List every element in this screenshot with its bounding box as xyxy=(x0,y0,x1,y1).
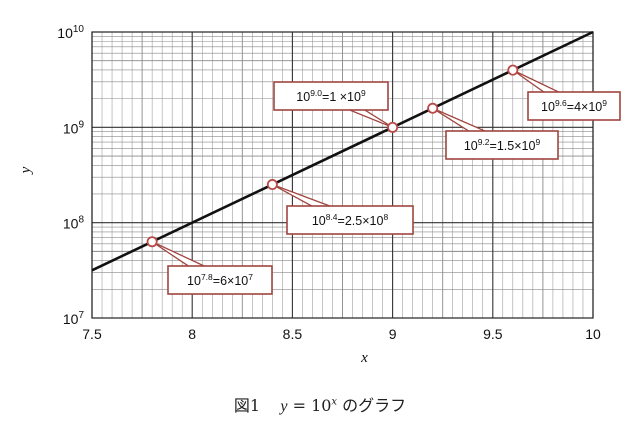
y-tick-label: 1010 xyxy=(57,24,84,41)
x-tick-label: 10 xyxy=(585,326,601,342)
data-label: 108.4=2.5×108 xyxy=(312,212,389,228)
callout-box xyxy=(286,205,414,235)
log-chart: 7.5 8 8.5 9 9.5 10 107 108 109 1010 x y 107.8=6×107 1… xyxy=(18,24,621,366)
caption-formula-lhs: y xyxy=(280,398,288,415)
caption-formula-exp: x xyxy=(331,396,338,408)
y-axis-title: y xyxy=(18,166,34,175)
caption-formula-eq: = 10 xyxy=(287,396,332,415)
callout-box xyxy=(273,81,389,111)
data-point-marker xyxy=(266,179,278,191)
callout-box xyxy=(167,265,273,295)
figure-caption: 図1 y = 10x のグラフ xyxy=(0,392,640,416)
data-point-marker xyxy=(387,121,399,133)
caption-suffix: のグラフ xyxy=(337,396,407,415)
y-tick-label: 108 xyxy=(63,215,85,232)
data-point-marker xyxy=(146,236,158,248)
plot-frame xyxy=(91,31,594,319)
data-label: 107.8=6×107 xyxy=(187,272,253,288)
x-tick-label: 9 xyxy=(389,326,397,342)
callout-box xyxy=(445,130,559,160)
data-label: 109.2=1.5×109 xyxy=(464,137,541,153)
data-label: 109.6=4×109 xyxy=(541,98,607,114)
x-tick-label: 9.5 xyxy=(483,326,503,342)
data-point-marker xyxy=(427,102,439,114)
data-label: 109.0=1 ×109 xyxy=(296,88,366,104)
x-tick-label: 7.5 xyxy=(82,326,102,342)
x-tick-label: 8 xyxy=(188,326,196,342)
callout-box xyxy=(527,91,621,121)
data-point-marker xyxy=(507,64,519,76)
y-tick-label: 109 xyxy=(63,119,85,136)
x-tick-label: 8.5 xyxy=(283,326,303,342)
caption-figure-number: 図1 xyxy=(233,396,261,415)
y-tick-label: 107 xyxy=(63,310,85,327)
x-axis-title: x xyxy=(360,350,368,366)
